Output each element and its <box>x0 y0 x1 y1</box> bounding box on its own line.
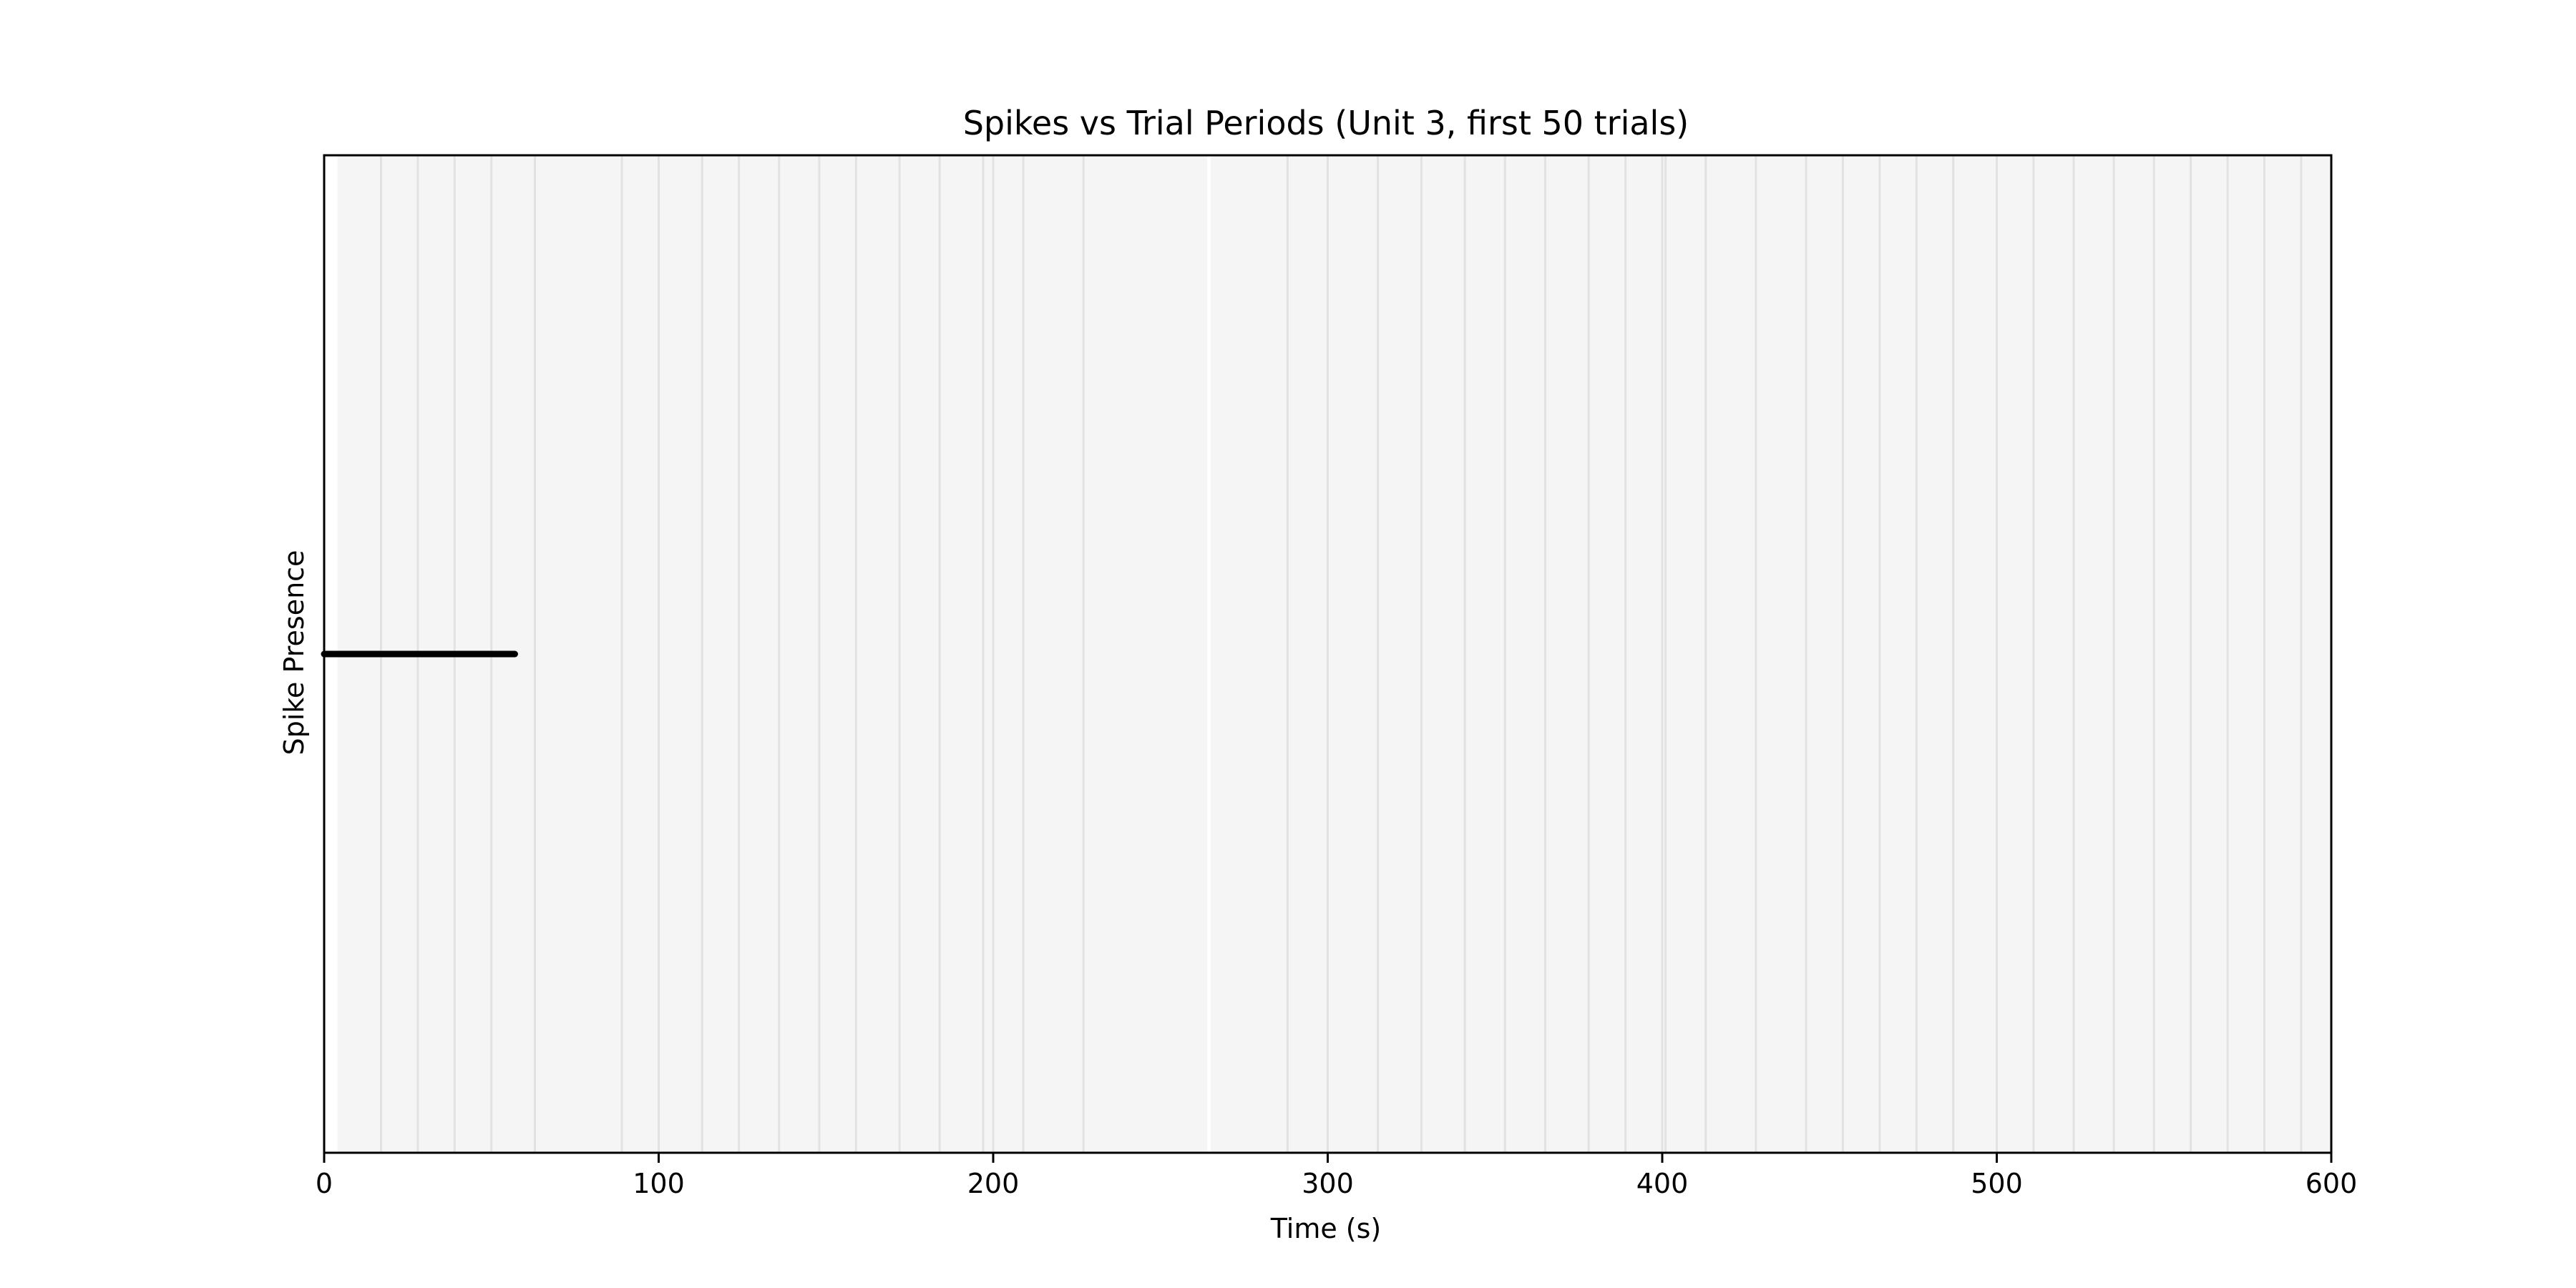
plot-area <box>321 154 2333 1154</box>
x-tick-label: 600 <box>2306 1168 2358 1199</box>
x-tick-label: 100 <box>633 1168 685 1199</box>
x-tick-label: 500 <box>1971 1168 2023 1199</box>
x-tick-label: 200 <box>967 1168 1020 1199</box>
x-tick-label: 0 <box>316 1168 333 1199</box>
chart-title: Spikes vs Trial Periods (Unit 3, first 5… <box>963 104 1689 142</box>
trial-period-band <box>1210 155 2331 1153</box>
y-axis-label: Spike Presence <box>278 550 310 756</box>
x-axis-ticks: 0 100 200 300 400 500 600 <box>316 1153 2357 1199</box>
x-tick-label: 300 <box>1302 1168 1354 1199</box>
x-axis-label: Time (s) <box>1270 1213 1382 1244</box>
trial-period-shading <box>337 155 2331 1153</box>
x-tick-label: 400 <box>1636 1168 1689 1199</box>
